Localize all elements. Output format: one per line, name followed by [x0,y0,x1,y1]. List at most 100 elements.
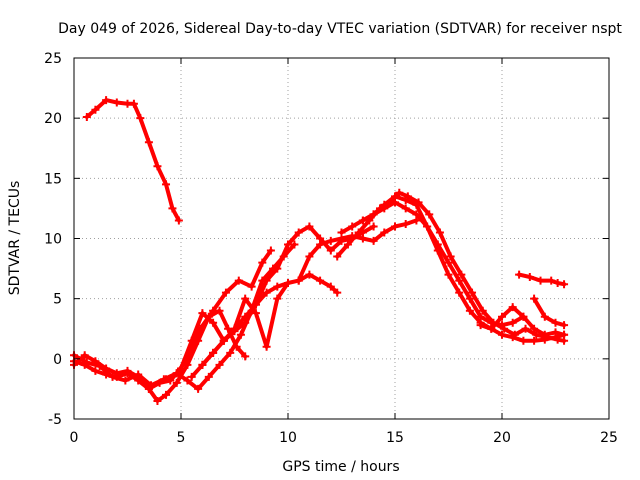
data-point-sat-f [294,228,303,237]
series-line-sat-k [360,200,567,343]
data-point-sat-g [198,360,207,369]
data-point-sat-j [401,195,410,204]
data-point-sat-f [326,246,335,255]
data-point-sat-g [230,324,239,333]
data-point-sat-d [91,366,100,375]
data-point-sat-g [358,234,367,243]
data-point-sat-j [465,294,474,303]
data-point-sat-i [478,306,487,315]
grid [74,58,609,419]
data-point-sat-i [425,210,434,219]
data-point-sat-h [294,276,303,285]
data-point-sat-f [369,222,378,231]
data-point-sat-a [112,98,121,107]
data-point-sat-n [547,276,556,285]
data-point-sat-a [162,180,171,189]
data-point-sat-k [401,204,410,213]
data-point-sat-j [444,258,453,267]
data-point-sat-k [391,198,399,207]
data-point-sat-g [326,236,335,245]
data-point-sat-m [530,294,539,303]
data-point-sat-h [316,276,325,285]
data-point-sat-d [123,369,132,378]
data-point-sat-l [560,330,569,339]
data-point-sat-i [468,288,477,297]
y-tick-label: 10 [44,232,62,248]
data-point-sat-a [82,112,91,121]
data-point-sat-a [91,105,100,114]
data-point-sat-a [102,96,111,105]
data-point-sat-k [530,336,539,345]
data-point-sat-a [168,204,177,213]
data-point-sat-j [348,222,357,231]
data-point-sat-d [80,360,89,369]
data-point-sat-i [457,270,466,279]
data-point-sat-g [284,279,292,288]
x-tick-label: 5 [177,430,186,446]
data-point-sat-a [153,162,162,171]
data-point-sat-a [129,99,138,108]
y-axis-title: SDTVAR / TECUs [7,181,23,296]
data-point-sat-i [446,252,455,261]
y-tick-label: 25 [44,51,62,67]
data-point-sat-d [251,309,260,318]
data-point-sat-e [236,330,245,339]
data-point-sat-g [209,348,218,357]
data-point-sat-c [221,288,230,297]
data-point-sat-c [247,282,256,291]
data-point-sat-k [444,270,453,279]
data-point-sat-c [266,246,275,255]
series-line-sat-m [532,296,567,328]
x-tick-label: 15 [386,430,404,446]
data-point-sat-d [155,378,164,387]
data-point-sat-g [251,300,260,309]
data-point-sat-c [121,376,130,385]
ticks: 0 5 10 15 20 25 -5 0 5 10 15 20 25 [44,51,618,446]
data-point-sat-k [358,216,367,225]
data-point-sat-g [219,336,228,345]
data-point-sat-e [194,384,203,393]
data-point-sat-e [172,369,181,378]
data-point-sat-e [215,360,224,369]
data-point-sat-n [515,270,524,279]
data-point-sat-k [508,333,517,342]
data-point-sat-g [316,240,325,249]
data-point-sat-l [498,312,506,321]
x-axis-title: GPS time / hours [282,459,399,475]
data-point-sat-g [273,282,282,291]
y-tick-label: 15 [44,171,62,187]
data-point-sat-f [305,222,314,231]
series-line-sat-b [72,308,248,403]
data-point-sat-k [519,336,528,345]
data-point-sat-l [530,324,539,333]
data-point-sat-l [508,303,517,312]
data-point-sat-g [262,288,271,297]
data-point-sat-l [476,321,485,330]
data-point-sat-d [177,364,185,373]
data-point-sat-b [162,390,171,399]
data-point-sat-k [498,330,506,339]
x-tick-label: 20 [493,430,511,446]
data-point-sat-e [183,376,192,385]
data-point-sat-c [209,306,218,315]
data-point-sat-l [540,330,549,339]
data-point-sat-i [354,228,363,237]
data-point-sat-a [136,114,145,123]
data-point-sat-c [258,258,267,267]
data-point-sat-n [553,279,562,288]
data-point-sat-g [380,228,389,237]
data-point-sat-l [551,328,560,337]
data-point-sat-j [455,276,464,285]
data-point-sat-b [172,378,181,387]
data-point-sat-f [187,372,196,381]
data-point-sat-d [209,318,218,327]
data-point-sat-i [343,240,352,249]
data-point-sat-l [487,324,496,333]
data-point-sat-f [273,264,282,273]
data-point-sat-a [144,138,153,147]
data-point-sat-g [305,252,314,261]
data-point-sat-k [455,288,464,297]
data-point-sat-a [174,216,183,225]
data-point-sat-d [273,294,282,303]
data-point-sat-j [412,200,421,209]
